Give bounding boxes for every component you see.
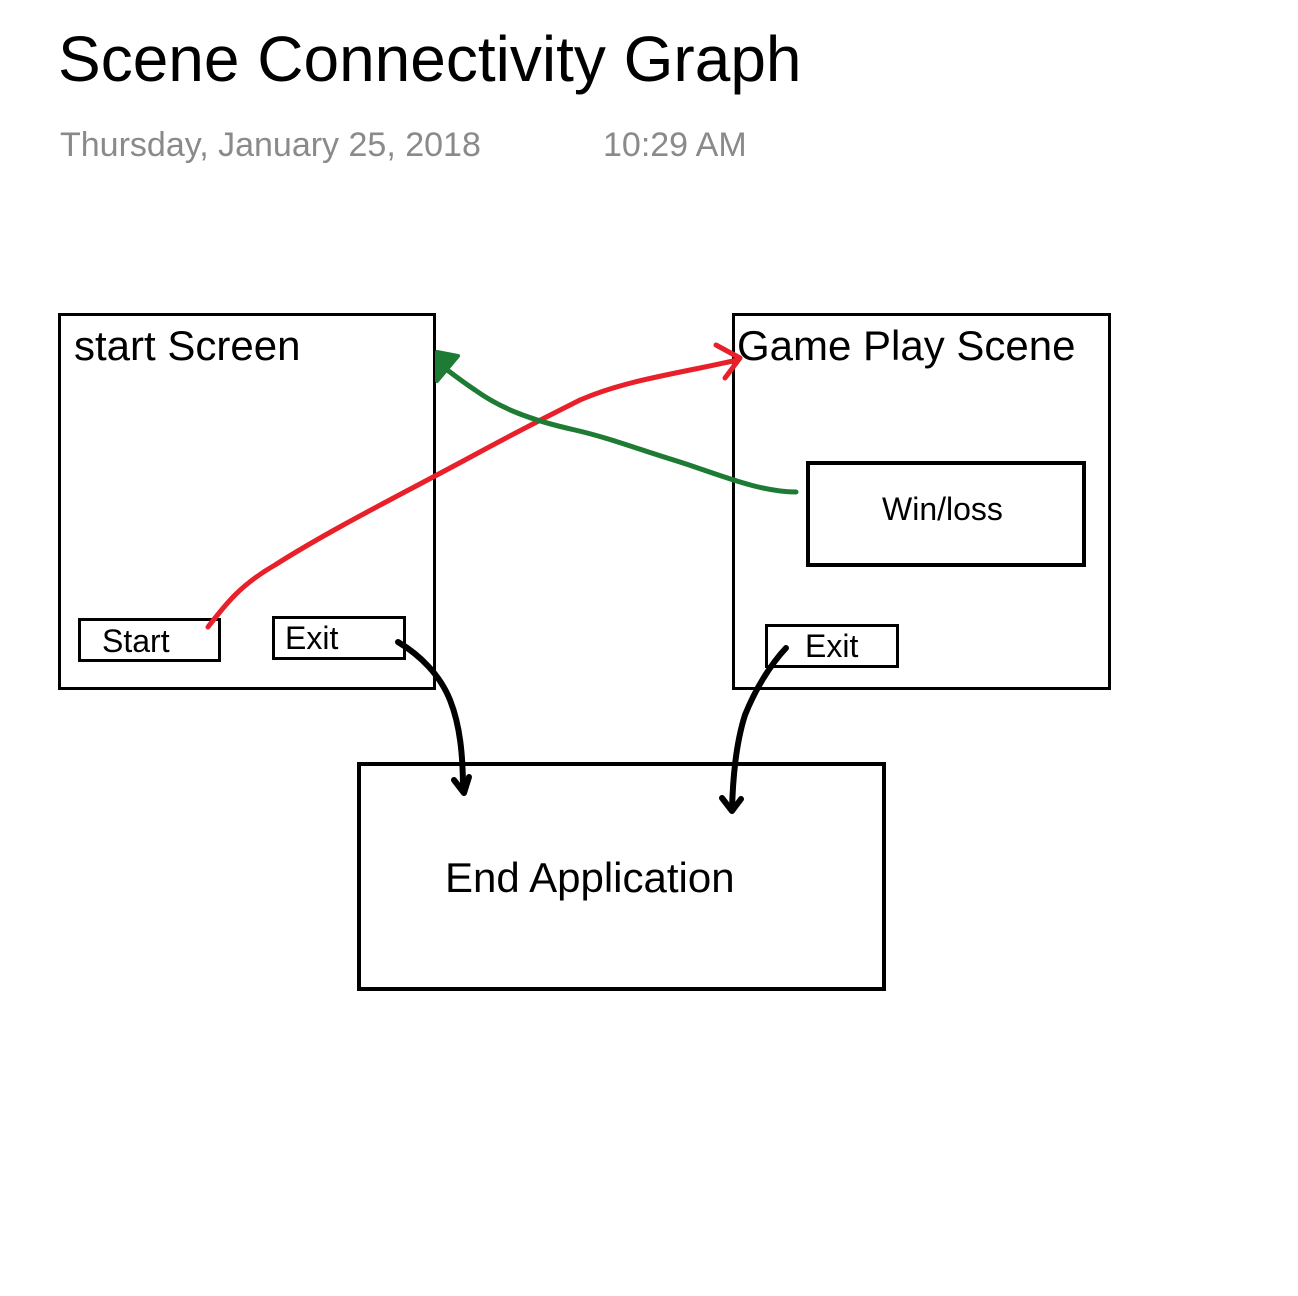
page-time: 10:29 AM	[603, 126, 747, 164]
end-application-label: End Application	[445, 854, 735, 901]
page-date: Thursday, January 25, 2018	[60, 126, 481, 164]
game-exit-button-node: Exit	[765, 624, 899, 668]
game-play-scene-label: Game Play Scene	[737, 322, 1076, 369]
start-screen-label: start Screen	[74, 322, 301, 369]
start-button-label: Start	[102, 623, 170, 659]
start-screen-exit-button-node: Exit	[272, 616, 406, 660]
start-button-node: Start	[78, 618, 221, 662]
end-application-node: End Application	[357, 762, 886, 991]
page-title: Scene Connectivity Graph	[58, 23, 802, 95]
edge-winloss-to-start-screen-arrowhead	[435, 350, 460, 383]
start-screen-exit-label: Exit	[285, 620, 339, 656]
win-loss-label: Win/loss	[882, 491, 1003, 527]
game-exit-label: Exit	[805, 628, 859, 664]
win-loss-node: Win/loss	[806, 461, 1086, 567]
